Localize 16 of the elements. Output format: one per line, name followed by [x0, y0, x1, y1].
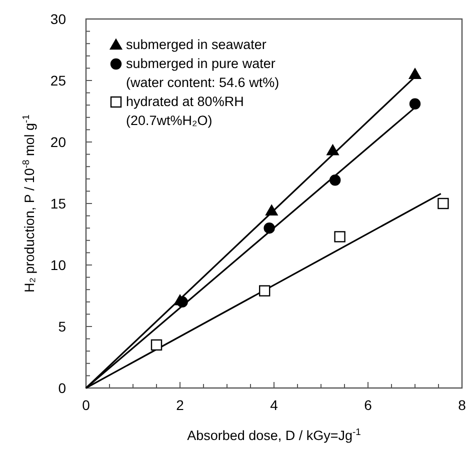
legend-label: submerged in seawater [126, 37, 267, 52]
y-tick-label: 15 [50, 196, 66, 212]
x-axis-title: Absorbed dose, D / kGy=Jg$^{-1}$ [187, 426, 361, 443]
y-tick-label: 30 [50, 11, 66, 27]
y-tick-label: 0 [58, 380, 66, 396]
y-tick-label: 10 [50, 257, 66, 273]
x-tick-label: 6 [364, 397, 372, 413]
legend-label: hydrated at 80%RH (20.7wt%H₂O) [126, 94, 244, 128]
y-tick-label: 25 [50, 72, 66, 88]
x-tick-label: 8 [458, 397, 466, 413]
x-tick-label: 4 [270, 397, 278, 413]
y-tick-label: 5 [58, 318, 66, 334]
y-tick-label: 20 [50, 134, 66, 150]
x-tick-label: 0 [82, 397, 90, 413]
legend-label: submerged in pure water (water content: 54.6 wt%) [126, 56, 280, 90]
x-tick-label: 2 [176, 397, 184, 413]
